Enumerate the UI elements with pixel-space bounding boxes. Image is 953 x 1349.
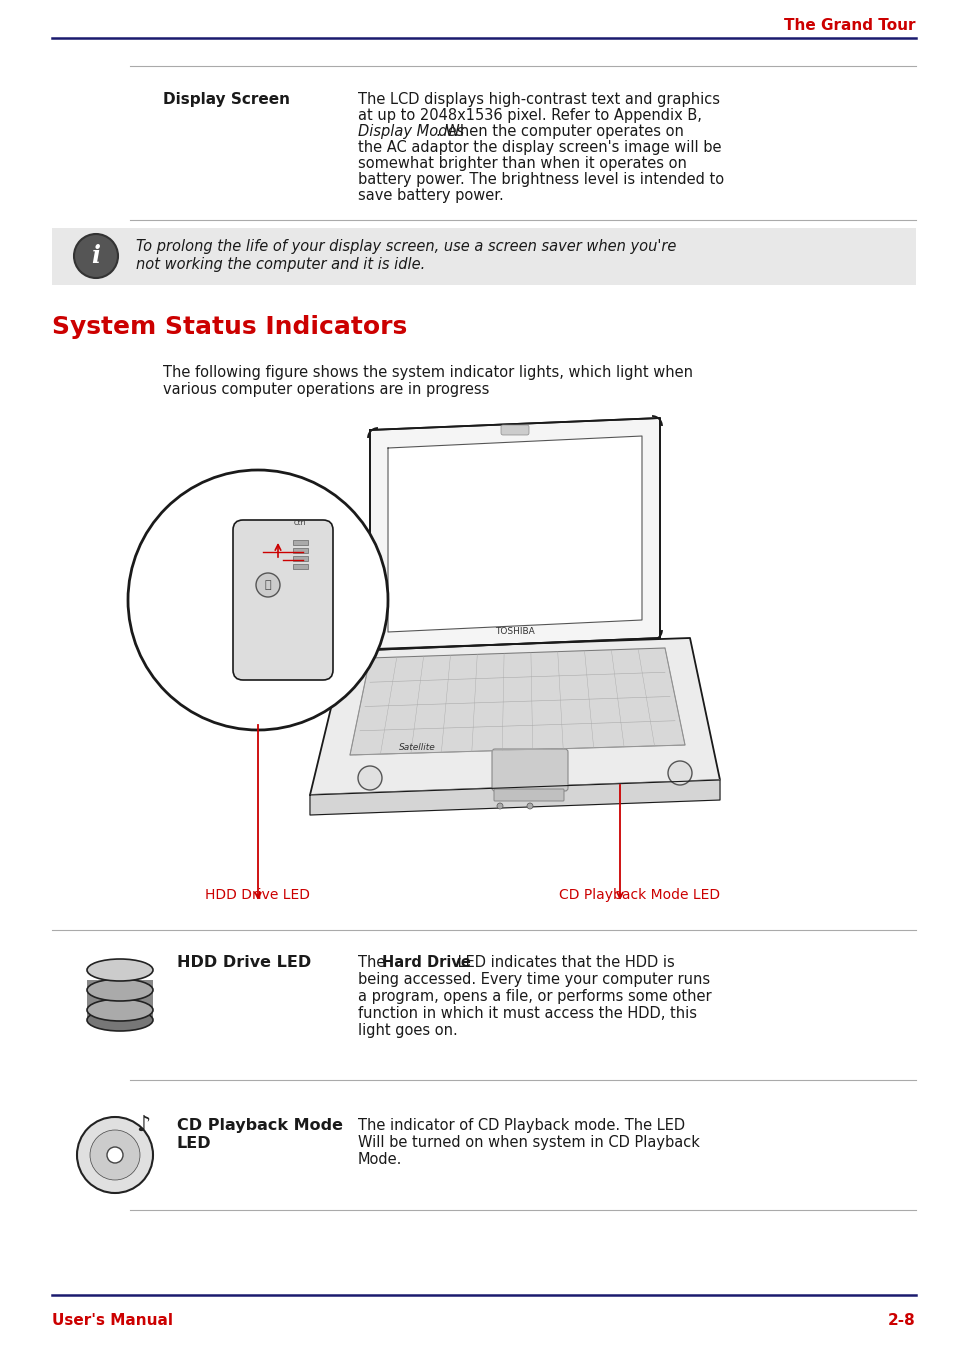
FancyBboxPatch shape [293,556,308,561]
Circle shape [667,761,691,785]
Text: save battery power.: save battery power. [357,188,503,202]
Ellipse shape [87,1009,152,1031]
FancyBboxPatch shape [87,1000,152,1020]
Circle shape [497,803,502,809]
Text: LED indicates that the HDD is: LED indicates that the HDD is [453,955,674,970]
Text: Satellite: Satellite [398,743,435,753]
Text: being accessed. Every time your computer runs: being accessed. Every time your computer… [357,973,709,987]
Polygon shape [370,418,659,650]
Text: The Grand Tour: The Grand Tour [783,18,915,32]
Text: i: i [91,244,100,268]
Text: Ctrl: Ctrl [294,519,306,526]
Text: function in which it must access the HDD, this: function in which it must access the HDD… [357,1006,697,1021]
Text: at up to 2048x1536 pixel. Refer to Appendix B,: at up to 2048x1536 pixel. Refer to Appen… [357,108,701,123]
Polygon shape [237,519,317,660]
Text: the AC adaptor the display screen's image will be: the AC adaptor the display screen's imag… [357,140,720,155]
Polygon shape [310,780,720,815]
Circle shape [77,1117,152,1193]
Polygon shape [350,648,684,755]
Text: Will be turned on when system in CD Playback: Will be turned on when system in CD Play… [357,1135,700,1149]
Text: The: The [357,955,390,970]
Text: TOSHIBA: TOSHIBA [495,627,535,637]
FancyBboxPatch shape [52,228,915,285]
Text: not working the computer and it is idle.: not working the computer and it is idle. [136,258,425,272]
FancyBboxPatch shape [293,548,308,553]
Text: CD Playback Mode: CD Playback Mode [177,1118,343,1133]
Text: a program, opens a file, or performs some other: a program, opens a file, or performs som… [357,989,711,1004]
Circle shape [526,803,533,809]
Polygon shape [310,638,720,795]
Text: Display Modes: Display Modes [357,124,464,139]
Text: Hard Drive: Hard Drive [381,955,471,970]
Text: The indicator of CD Playback mode. The LED: The indicator of CD Playback mode. The L… [357,1118,684,1133]
Text: ♪: ♪ [135,1116,150,1135]
Circle shape [107,1147,123,1163]
Circle shape [128,469,388,730]
Text: light goes on.: light goes on. [357,1023,457,1037]
FancyBboxPatch shape [293,540,308,545]
Ellipse shape [87,959,152,981]
Ellipse shape [87,1000,152,1021]
Circle shape [90,1130,140,1180]
Text: somewhat brighter than when it operates on: somewhat brighter than when it operates … [357,156,686,171]
Text: System Status Indicators: System Status Indicators [52,316,407,339]
Circle shape [255,573,280,598]
FancyBboxPatch shape [293,564,308,569]
Text: Mode.: Mode. [357,1152,402,1167]
FancyBboxPatch shape [494,789,563,801]
Text: ⏻: ⏻ [264,580,271,590]
Text: User's Manual: User's Manual [52,1313,172,1327]
Text: The following figure shows the system indicator lights, which light when: The following figure shows the system in… [163,366,692,380]
Text: HDD Drive LED: HDD Drive LED [205,888,310,902]
Text: To prolong the life of your display screen, use a screen saver when you're: To prolong the life of your display scre… [136,239,676,254]
Text: LED: LED [177,1136,212,1151]
Ellipse shape [87,979,152,1001]
Text: CD Playback Mode LED: CD Playback Mode LED [558,888,720,902]
FancyBboxPatch shape [233,519,333,680]
Text: various computer operations are in progress: various computer operations are in progr… [163,382,489,397]
Text: battery power. The brightness level is intended to: battery power. The brightness level is i… [357,173,723,188]
Polygon shape [388,436,641,631]
Text: The LCD displays high-contrast text and graphics: The LCD displays high-contrast text and … [357,92,720,107]
Circle shape [357,766,381,791]
Text: 2-8: 2-8 [887,1313,915,1327]
Text: Display Screen: Display Screen [163,92,290,107]
Text: . When the computer operates on: . When the computer operates on [436,124,683,139]
Circle shape [74,233,118,278]
Text: HDD Drive LED: HDD Drive LED [177,955,311,970]
FancyBboxPatch shape [500,425,529,434]
FancyBboxPatch shape [492,749,567,791]
FancyBboxPatch shape [87,979,152,1000]
